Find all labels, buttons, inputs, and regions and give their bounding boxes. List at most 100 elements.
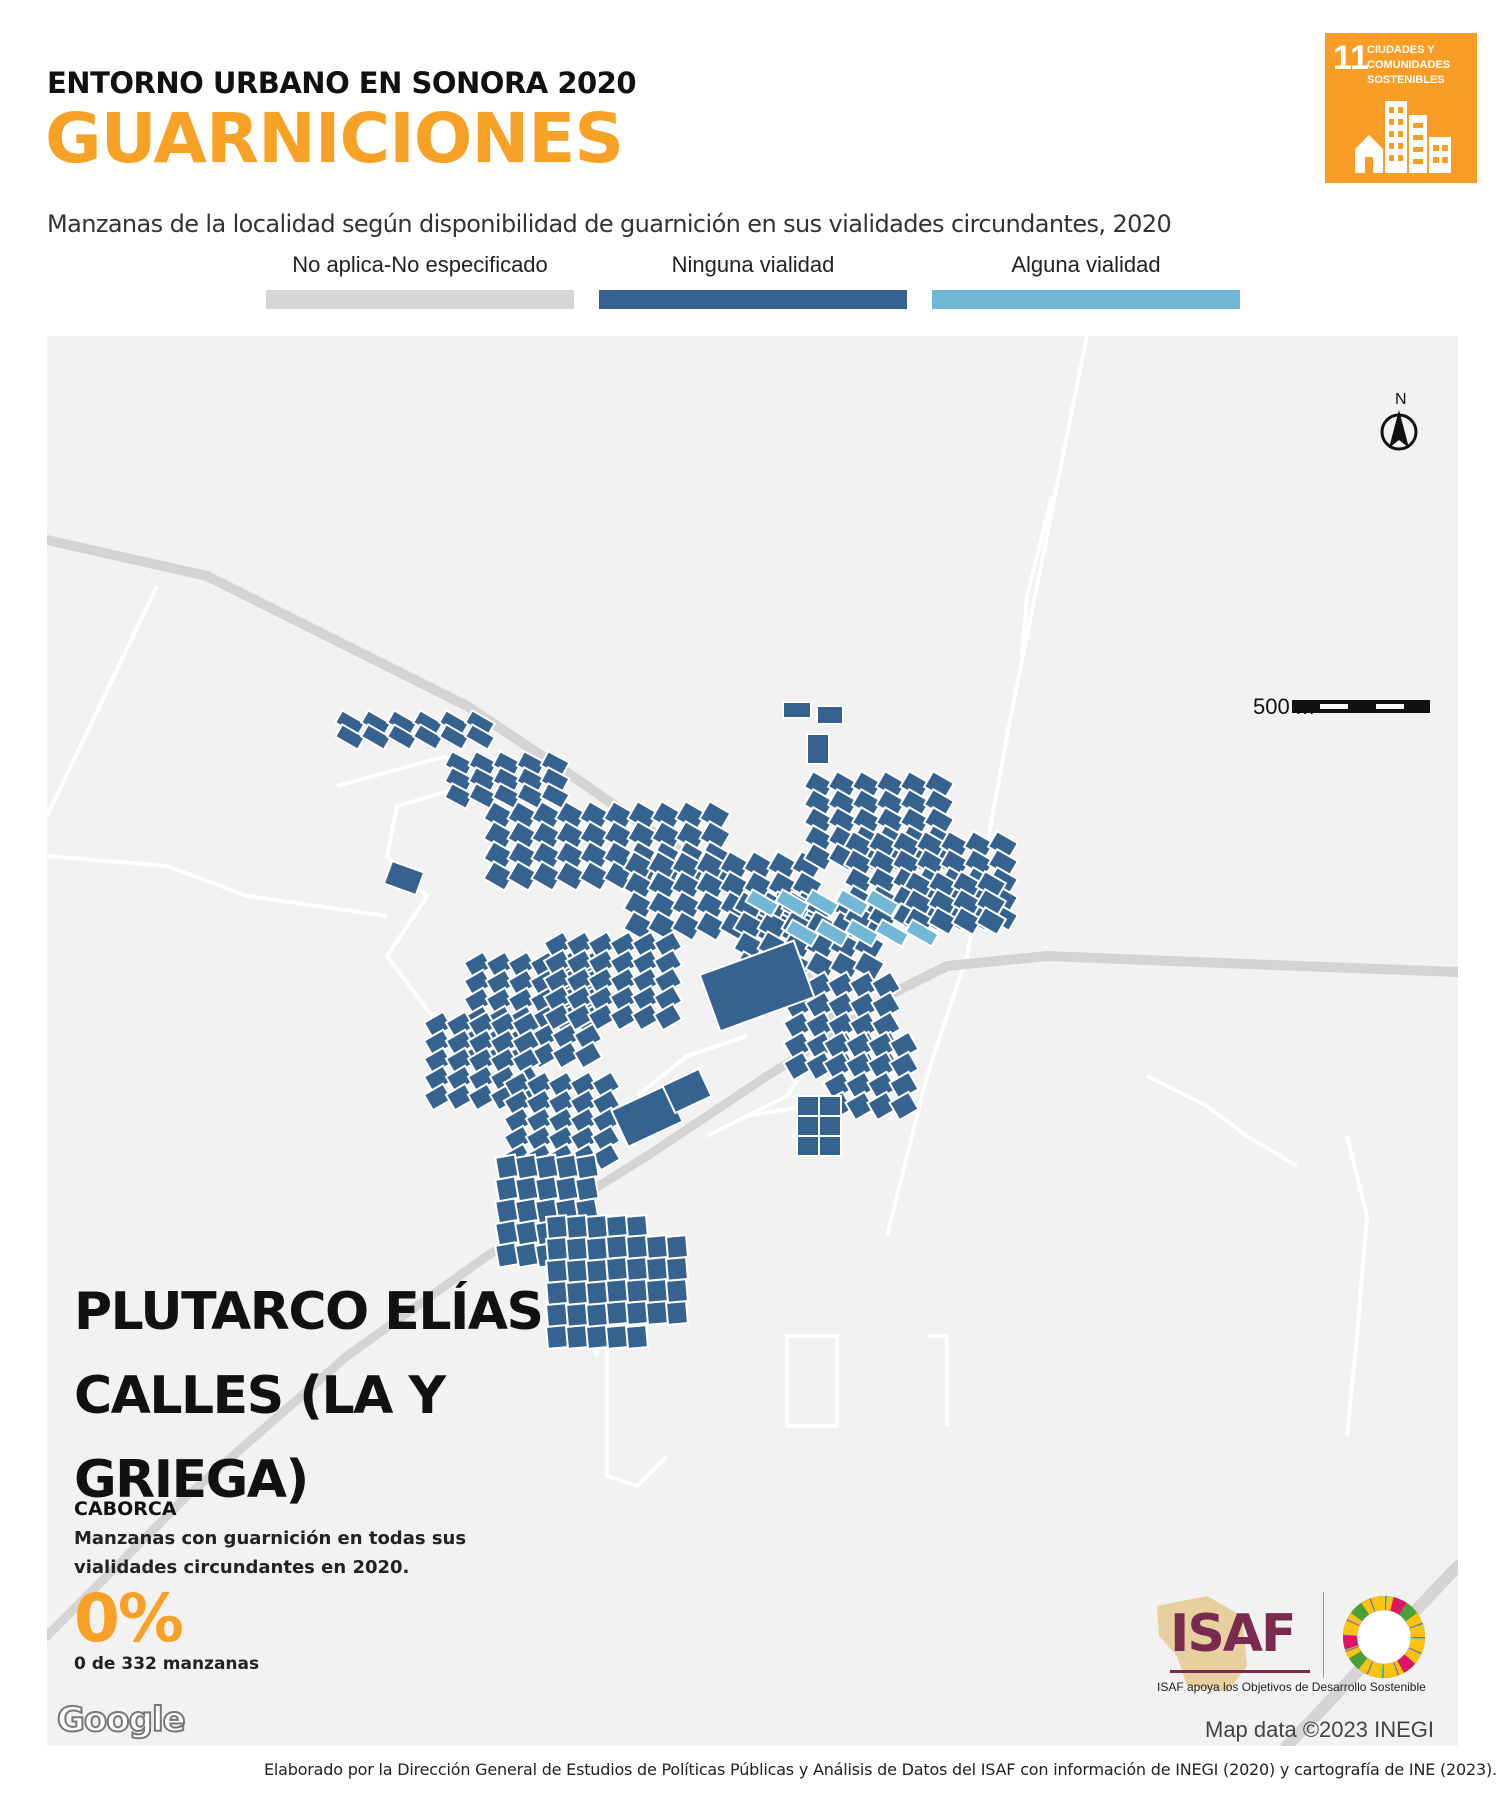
city-block bbox=[586, 1002, 618, 1032]
city-block bbox=[644, 1278, 670, 1304]
city-block bbox=[806, 733, 830, 765]
city-block bbox=[604, 1234, 630, 1260]
city-block bbox=[482, 859, 516, 893]
legend-swatch-alguna bbox=[932, 290, 1240, 309]
city-block bbox=[550, 1040, 582, 1070]
city-block bbox=[664, 1278, 690, 1304]
city-block bbox=[624, 1256, 650, 1282]
sonora-state-shape bbox=[1157, 1596, 1247, 1692]
city-block bbox=[624, 1324, 650, 1350]
city-block bbox=[652, 1002, 684, 1032]
sdg-number: 11 bbox=[1333, 39, 1369, 77]
indicator-description: Manzanas con guarnición en todas sus via… bbox=[74, 1528, 467, 1578]
city-block bbox=[664, 1300, 690, 1326]
city-block bbox=[694, 909, 728, 943]
city-block bbox=[466, 1082, 498, 1112]
city-block bbox=[818, 1135, 842, 1157]
city-block bbox=[333, 723, 367, 751]
city-block bbox=[698, 939, 816, 1033]
city-block bbox=[664, 1256, 690, 1282]
city-block bbox=[624, 1278, 650, 1304]
report-title: GUARNICIONES bbox=[45, 99, 624, 179]
city-block bbox=[443, 781, 475, 811]
city-block bbox=[385, 723, 419, 751]
map-panel[interactable]: 500 m N PLUTARCO ELÍAS CALLES (LA Y GRIE… bbox=[47, 336, 1458, 1746]
city-block bbox=[804, 949, 838, 983]
legend-label-ninguna: Ninguna vialidad bbox=[671, 252, 835, 277]
legend-swatch-ninguna bbox=[599, 290, 907, 309]
sdg-11-badge: 11 CIUDADES Y COMUNIDADES SOSTENIBLES bbox=[1325, 33, 1477, 183]
city-buildings-icon bbox=[1355, 101, 1451, 173]
city-block bbox=[834, 888, 870, 918]
city-block bbox=[796, 1135, 820, 1157]
logo-divider bbox=[1323, 1592, 1324, 1678]
city-block bbox=[604, 1324, 630, 1350]
city-block bbox=[816, 705, 844, 725]
legend-label-alguna: Alguna vialidad bbox=[1011, 252, 1161, 277]
city-block bbox=[506, 859, 540, 893]
indicator-percent: 0% bbox=[74, 1580, 184, 1657]
city-block bbox=[382, 859, 426, 897]
google-logo[interactable]: Google bbox=[56, 1699, 187, 1741]
city-block bbox=[796, 1115, 820, 1137]
city-block bbox=[904, 918, 940, 948]
indicator-count: 0 de 332 manzanas bbox=[74, 1654, 260, 1674]
report-kicker: ENTORNO URBANO EN SONORA 2020 bbox=[47, 66, 637, 100]
city-block bbox=[950, 905, 984, 937]
city-block bbox=[796, 1095, 820, 1117]
blocks-layer bbox=[333, 701, 1020, 1350]
city-block bbox=[544, 1236, 570, 1262]
north-arrow-icon bbox=[1380, 410, 1418, 451]
city-block bbox=[670, 909, 704, 943]
city-block bbox=[782, 701, 812, 719]
municipality-name: CABORCA bbox=[74, 1498, 177, 1520]
city-block bbox=[802, 841, 836, 873]
city-block bbox=[463, 723, 497, 751]
map-attribution[interactable]: Map data ©2023 INEGI bbox=[1205, 1717, 1435, 1742]
city-block bbox=[926, 905, 960, 937]
isaf-tagline: ISAF apoya los Objetivos de Desarrollo S… bbox=[1157, 1680, 1426, 1694]
city-block bbox=[359, 723, 393, 751]
sdg-label: CIUDADES Y COMUNIDADES SOSTENIBLES bbox=[1367, 44, 1451, 86]
city-block bbox=[644, 1256, 670, 1282]
city-block bbox=[564, 1214, 590, 1240]
city-block bbox=[784, 918, 820, 948]
isaf-logo: ISAF bbox=[1170, 1604, 1297, 1664]
city-block bbox=[608, 1002, 640, 1032]
city-block bbox=[818, 1095, 842, 1117]
city-block bbox=[804, 888, 840, 918]
city-block bbox=[818, 1115, 842, 1137]
city-block bbox=[630, 1002, 662, 1032]
city-block bbox=[564, 1236, 590, 1262]
city-block bbox=[814, 918, 850, 948]
north-label: N bbox=[1395, 391, 1407, 408]
city-block bbox=[554, 859, 588, 893]
city-block bbox=[864, 888, 900, 918]
city-block bbox=[644, 1300, 670, 1326]
city-block bbox=[774, 888, 810, 918]
city-block bbox=[530, 859, 564, 893]
city-block bbox=[888, 1090, 920, 1122]
isaf-underline bbox=[1170, 1670, 1310, 1673]
city-block bbox=[544, 1214, 570, 1240]
city-block bbox=[624, 1234, 650, 1260]
city-block bbox=[422, 1082, 454, 1112]
city-block bbox=[411, 723, 445, 751]
city-block bbox=[584, 1236, 610, 1262]
city-block bbox=[624, 1300, 650, 1326]
city-block bbox=[604, 1300, 630, 1326]
city-block bbox=[564, 1002, 596, 1032]
city-block bbox=[644, 1234, 670, 1260]
city-block bbox=[844, 918, 880, 948]
city-block bbox=[661, 1067, 713, 1115]
locality-name: PLUTARCO ELÍAS CALLES (LA Y GRIEGA) bbox=[74, 1282, 544, 1510]
sdg-wheel-icon bbox=[1343, 1596, 1425, 1678]
legend-swatch-na bbox=[266, 290, 574, 309]
city-block bbox=[444, 1082, 476, 1112]
city-block bbox=[437, 723, 471, 751]
city-block bbox=[584, 1214, 610, 1240]
city-block bbox=[874, 918, 910, 948]
city-block bbox=[744, 888, 780, 918]
map-subtitle: Manzanas de la localidad según disponibi… bbox=[47, 210, 1172, 238]
scale-bar bbox=[1292, 700, 1430, 713]
